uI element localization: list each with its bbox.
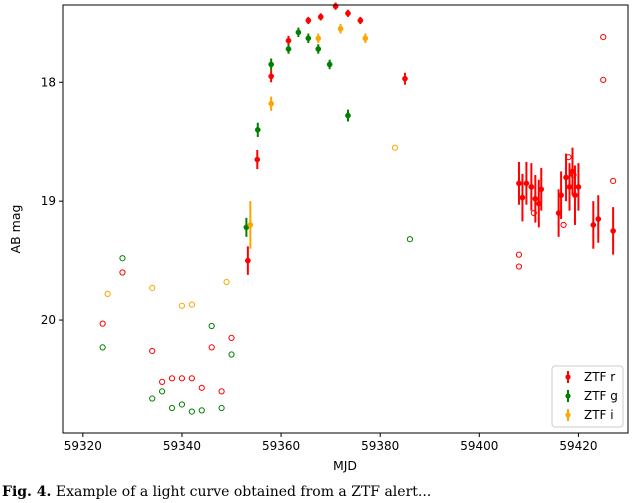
data-point xyxy=(332,3,339,10)
upper-limit-marker xyxy=(223,278,230,286)
upper-limit-marker xyxy=(218,404,225,412)
data-point xyxy=(295,29,302,36)
data-point xyxy=(268,73,275,80)
y-axis-title: AB mag xyxy=(8,205,23,254)
upper-limit-marker xyxy=(119,255,126,262)
legend-label: ZTF i xyxy=(584,408,614,422)
data-point xyxy=(528,184,535,190)
y-tick-label: 19 xyxy=(41,194,56,208)
x-tick-label: 59420 xyxy=(559,439,597,453)
upper-limit-marker xyxy=(159,388,166,395)
upper-limit-marker xyxy=(515,251,523,258)
data-point xyxy=(245,257,251,264)
upper-limit-marker xyxy=(188,375,195,382)
data-point xyxy=(610,228,616,234)
x-tick-label: 59400 xyxy=(460,439,498,453)
data-point xyxy=(595,216,602,222)
data-point xyxy=(254,156,261,163)
data-point xyxy=(357,17,364,24)
plot-layer xyxy=(99,2,617,415)
data-point xyxy=(326,61,333,68)
upper-limit-marker xyxy=(198,407,205,414)
upper-limit-marker xyxy=(198,384,205,391)
data-point xyxy=(523,180,530,187)
axes-layer: 59320 59340 59360 59380 59400 59420 18 19 20 xyxy=(41,4,629,453)
data-point xyxy=(315,46,322,52)
upper-limit-marker xyxy=(515,263,523,270)
data-point xyxy=(285,37,292,44)
caption-label: Fig. 4. xyxy=(2,484,52,500)
upper-limit-marker xyxy=(560,221,567,229)
data-point xyxy=(532,195,539,202)
upper-limit-marker xyxy=(600,34,607,41)
upper-limit-marker xyxy=(188,408,195,415)
data-point xyxy=(345,10,351,17)
data-point xyxy=(575,184,582,190)
upper-limit-marker xyxy=(149,284,156,292)
upper-limit-marker xyxy=(208,344,215,351)
upper-limit-marker xyxy=(610,177,617,185)
upper-limit-marker xyxy=(159,378,166,385)
x-tick-label: 59380 xyxy=(361,439,399,453)
data-point xyxy=(247,222,254,228)
upper-limit-marker xyxy=(119,269,126,276)
data-point xyxy=(268,61,275,68)
plot-frame xyxy=(62,4,629,434)
data-point xyxy=(362,35,369,42)
upper-limit-marker xyxy=(218,388,225,395)
y-tick-label: 18 xyxy=(41,75,56,89)
x-axis-title: MJD xyxy=(333,458,357,473)
data-point xyxy=(315,35,322,42)
legend-marker xyxy=(565,412,571,418)
legend-marker xyxy=(565,374,571,380)
upper-limit-marker xyxy=(391,144,399,151)
data-point xyxy=(538,186,545,193)
data-point xyxy=(566,184,573,190)
upper-limit-marker xyxy=(530,209,537,217)
upper-limit-marker xyxy=(104,290,111,297)
legend-marker xyxy=(565,393,571,399)
upper-limit-marker xyxy=(178,401,186,408)
upper-limit-marker xyxy=(208,322,215,330)
figure-caption: Fig. 4. Example of a light curve obtaine… xyxy=(2,484,638,503)
upper-limit-marker xyxy=(228,351,235,358)
data-point xyxy=(516,180,522,187)
upper-limit-marker xyxy=(149,347,156,355)
legend-box xyxy=(551,365,624,428)
upper-limit-marker xyxy=(188,301,195,308)
data-point xyxy=(305,17,312,24)
data-point xyxy=(572,192,578,199)
data-point xyxy=(563,174,569,181)
data-point xyxy=(519,194,526,201)
data-point xyxy=(305,35,312,42)
light-curve-chart: 59320 59340 59360 59380 59400 59420 18 19 20 MJD… xyxy=(8,2,629,473)
x-tick-label: 59360 xyxy=(262,439,300,453)
upper-limit-marker xyxy=(149,395,156,402)
data-point xyxy=(285,46,292,52)
caption-text: Example of a light curve obtained from a… xyxy=(55,484,432,500)
data-point xyxy=(268,100,275,107)
x-tick-label: 59320 xyxy=(64,439,102,453)
upper-limit-marker xyxy=(168,375,176,382)
upper-limit-marker xyxy=(178,302,186,309)
upper-limit-marker xyxy=(600,76,607,84)
legend-label: ZTF r xyxy=(584,370,615,384)
upper-limit-marker xyxy=(178,375,186,382)
y-tick-label: 20 xyxy=(41,313,56,327)
data-point xyxy=(558,192,564,199)
upper-limit-marker xyxy=(406,236,414,243)
data-point xyxy=(254,126,261,133)
upper-limit-marker xyxy=(99,344,106,351)
legend: ZTF r ZTF g ZTF i xyxy=(551,365,624,428)
upper-limit-marker xyxy=(168,404,176,412)
data-point xyxy=(317,14,324,20)
x-tick-label: 59340 xyxy=(163,439,201,453)
upper-limit-marker xyxy=(99,320,106,327)
data-point xyxy=(402,75,408,82)
data-point xyxy=(590,222,597,228)
legend-label: ZTF g xyxy=(584,389,618,403)
data-point xyxy=(337,25,344,32)
data-point xyxy=(345,112,351,119)
upper-limit-marker xyxy=(228,334,235,341)
